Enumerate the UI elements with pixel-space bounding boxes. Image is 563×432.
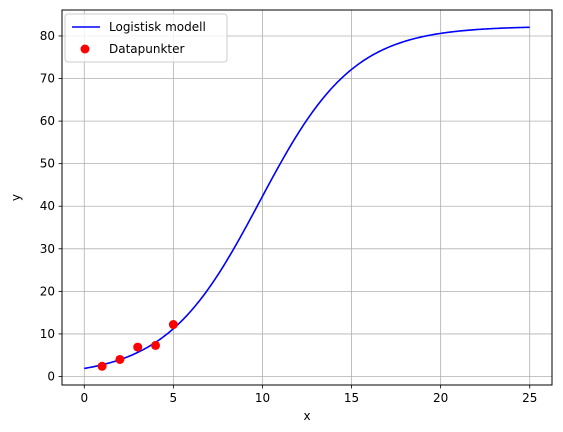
y-tick-label: 70 <box>40 72 55 86</box>
plot-frame <box>62 10 552 385</box>
x-tick-label: 25 <box>522 391 537 405</box>
y-tick-label: 10 <box>40 327 55 341</box>
x-tick-label: 5 <box>170 391 178 405</box>
legend-entry-scatter: Datapunkter <box>109 42 185 56</box>
grid-lines <box>62 10 552 385</box>
data-point <box>169 320 178 329</box>
y-axis-label: y <box>9 194 23 201</box>
data-point <box>133 343 142 352</box>
x-tick-label: 0 <box>80 391 88 405</box>
x-tick-label: 10 <box>255 391 270 405</box>
y-tick-label: 60 <box>40 114 55 128</box>
y-tick-label: 50 <box>40 157 55 171</box>
y-tick-label: 0 <box>47 369 55 383</box>
y-tick-label: 40 <box>40 199 55 213</box>
y-tick-label: 80 <box>40 29 55 43</box>
x-tick-label: 20 <box>433 391 448 405</box>
y-tick-label: 30 <box>40 242 55 256</box>
x-tick-label: 15 <box>344 391 359 405</box>
legend-entry-line: Logistisk modell <box>109 20 206 34</box>
data-point <box>98 362 107 371</box>
legend-scatter-swatch <box>81 45 90 54</box>
y-tick-label: 20 <box>40 284 55 298</box>
legend: Logistisk modell Datapunkter <box>65 14 227 62</box>
data-point <box>151 341 160 350</box>
axis-ticks: 0 5 10 15 20 25 0 10 20 30 40 50 60 70 80 <box>40 29 538 405</box>
data-point <box>115 355 124 364</box>
x-axis-label: x <box>303 409 310 423</box>
